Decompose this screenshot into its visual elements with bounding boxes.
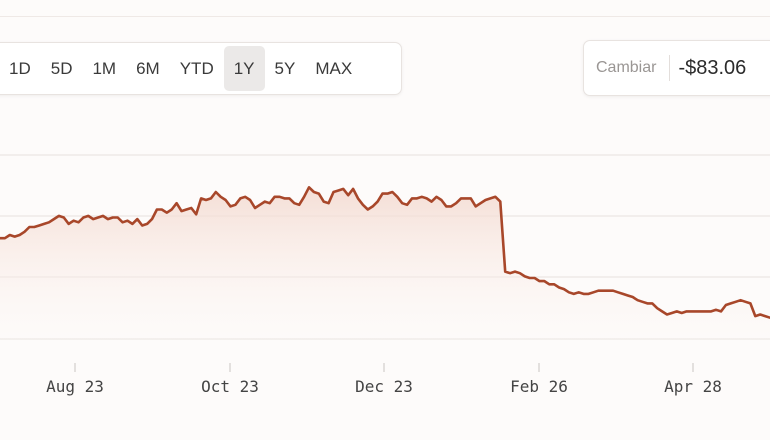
range-option-6m[interactable]: 6M — [136, 58, 160, 78]
x-tick-label: Dec 23 — [355, 377, 413, 396]
price-line — [0, 186, 770, 319]
time-range-selector: 1D 5D 1M 6M YTD 1Y 5Y MAX — [0, 42, 402, 95]
range-option-ytd[interactable]: YTD — [179, 58, 214, 78]
x-tick-label: Oct 23 — [201, 377, 259, 396]
change-panel: Cambiar -$83.06 — [583, 40, 770, 96]
price-area-fill — [0, 187, 770, 340]
x-axis: Aug 23 Oct 23 Dec 23 Feb 26 Apr 28 — [46, 363, 722, 396]
change-value: -$83.06 — [678, 56, 747, 79]
range-option-5y[interactable]: 5Y — [274, 58, 296, 78]
change-label: Cambiar — [596, 59, 657, 76]
range-option-5d[interactable]: 5D — [50, 58, 73, 78]
range-option-1d[interactable]: 1D — [9, 58, 31, 78]
x-tick-label: Apr 28 — [664, 377, 722, 396]
top-divider — [0, 16, 770, 17]
change-divider — [669, 55, 671, 81]
range-option-1m[interactable]: 1M — [92, 58, 117, 78]
x-tick-label: Aug 23 — [46, 377, 104, 396]
range-option-max[interactable]: MAX — [315, 58, 353, 78]
range-option-1y[interactable]: 1Y — [223, 46, 265, 91]
x-tick-label: Feb 26 — [510, 377, 568, 396]
